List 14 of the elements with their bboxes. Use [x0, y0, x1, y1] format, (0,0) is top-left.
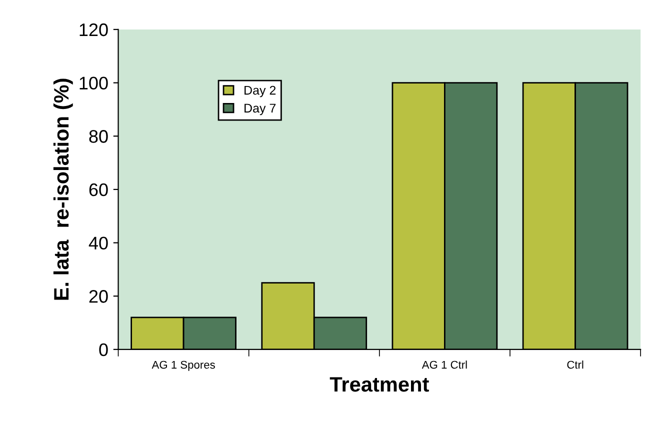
- y-tick-label: 60: [89, 183, 108, 196]
- x-axis-title: Treatment: [330, 377, 429, 392]
- legend-label: Day 2: [244, 86, 276, 98]
- y-tick-label: 0: [99, 343, 108, 356]
- x-tick-label: AG 1 Ctrl: [422, 360, 467, 369]
- y-tick-label: 100: [80, 76, 108, 90]
- legend-label: Day 7: [244, 104, 276, 116]
- y-tick-label: 40: [88, 236, 108, 250]
- y-tick-label: 20: [89, 290, 108, 303]
- y-axis-title: E. lata re-isolation (%): [53, 78, 73, 300]
- y-tick-label: 120: [80, 23, 108, 36]
- y-tick-label: 80: [89, 130, 108, 143]
- x-tick-label: Ctrl: [567, 360, 584, 369]
- x-tick-label: AG 1 Spores: [152, 360, 215, 371]
